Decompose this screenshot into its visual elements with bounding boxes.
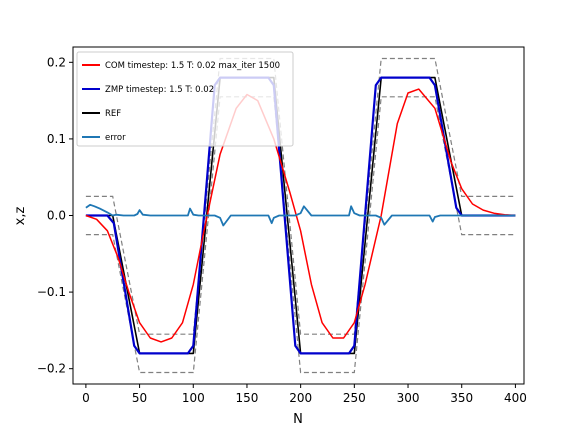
x-tick-label: 150 <box>236 391 259 405</box>
x-tick-label: 50 <box>132 391 147 405</box>
x-tick-label: 0 <box>82 391 90 405</box>
legend-label: ZMP timestep: 1.5 T: 0.02 <box>105 85 214 95</box>
x-tick-label: 350 <box>450 391 473 405</box>
x-axis-ticks: 0 50 100 150 200 250 300 350 400 <box>82 384 527 405</box>
x-tick-label: 400 <box>504 391 527 405</box>
bound-upper-line <box>85 57 516 335</box>
legend-label: error <box>105 133 126 143</box>
legend-label: COM timestep: 1.5 T: 0.02 max_iter 1500 <box>105 61 280 71</box>
y-tick-label: 0.1 <box>47 132 66 146</box>
x-tick-label: 200 <box>289 391 312 405</box>
y-tick-label: 0.2 <box>47 55 66 69</box>
y-tick-label: −0.2 <box>37 362 66 376</box>
y-tick-label: −0.1 <box>37 285 66 299</box>
plot-content <box>85 57 516 374</box>
legend: COM timestep: 1.5 T: 0.02 max_iter 1500 Z… <box>76 51 294 147</box>
y-axis-label: x,z <box>13 207 28 226</box>
legend-label: REF <box>105 109 121 119</box>
y-tick-label: 0.0 <box>47 209 66 223</box>
series-line-com <box>85 88 516 343</box>
y-axis-ticks: 0.2 0.1 0.0 −0.1 −0.2 <box>37 55 73 376</box>
x-tick-label: 300 <box>397 391 420 405</box>
x-tick-label: 100 <box>182 391 205 405</box>
series-line-error <box>85 203 516 227</box>
legend-box <box>76 51 294 147</box>
x-axis-label: N <box>293 412 303 427</box>
x-tick-label: 250 <box>343 391 366 405</box>
